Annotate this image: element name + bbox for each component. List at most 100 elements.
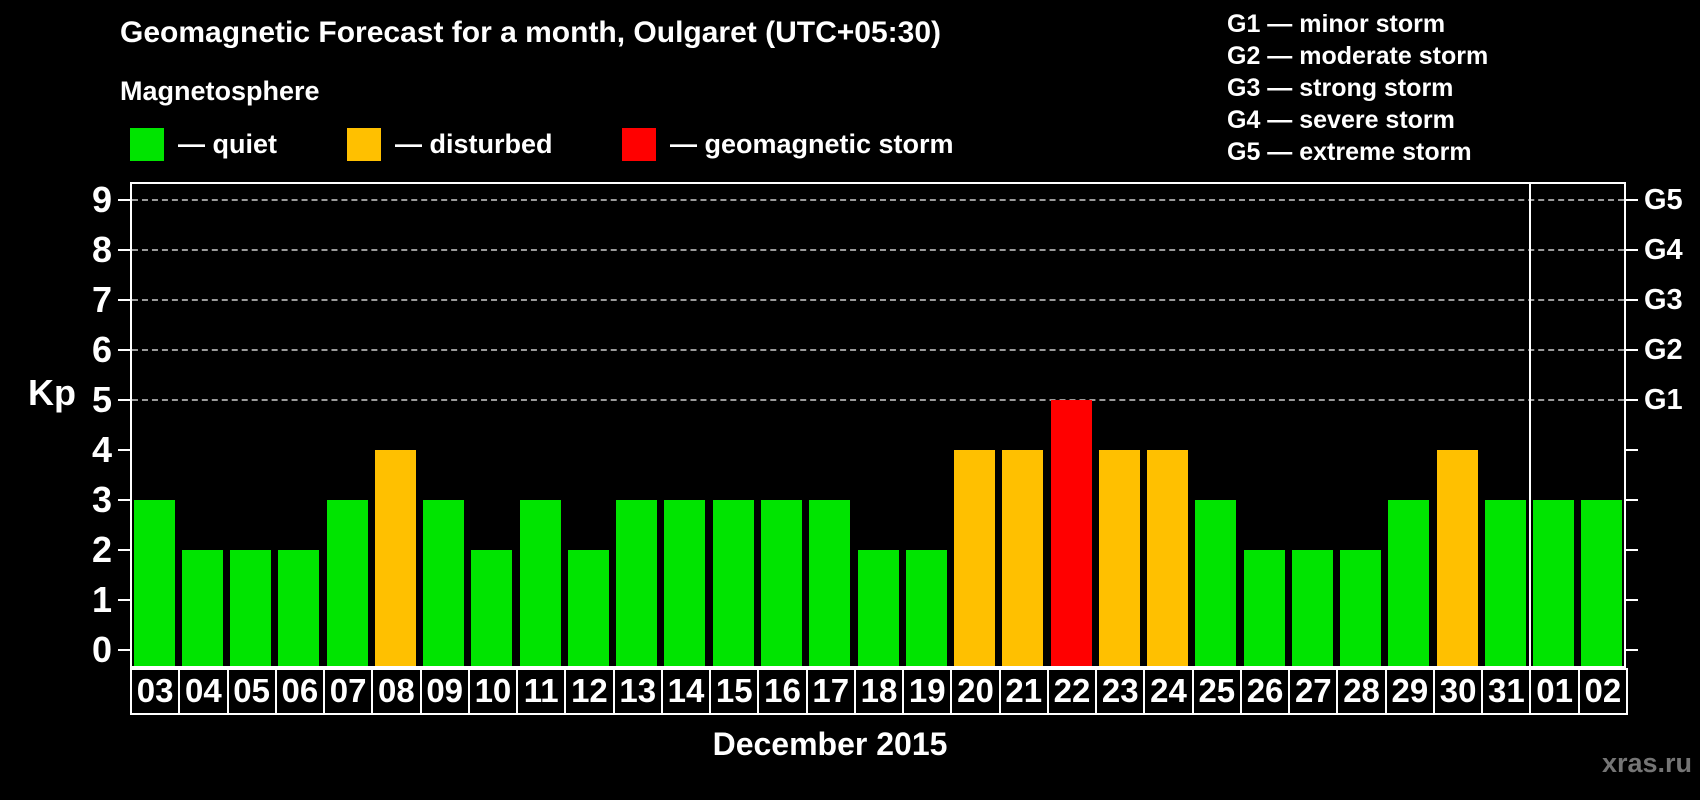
y-axis-label-4: 4	[91, 429, 112, 470]
x-axis-day-label-03: 03	[130, 668, 181, 715]
bar-day-17	[809, 500, 851, 666]
bar-day-12	[567, 550, 609, 666]
bar-day-18	[857, 550, 899, 666]
x-axis-day-label-23: 23	[1095, 668, 1146, 715]
bar-day-25	[1195, 500, 1237, 666]
bar-day-15	[712, 500, 754, 666]
watermark: xras.ru	[1601, 748, 1692, 778]
gridline-kp5	[132, 399, 1624, 401]
bar-day-03	[133, 500, 175, 666]
y-axis-label-1: 1	[91, 579, 112, 620]
x-axis-day-label-26: 26	[1239, 668, 1291, 715]
x-axis-day-label-06: 06	[274, 668, 326, 715]
bar-day-01	[1533, 500, 1575, 666]
y-axis-title: Kp	[28, 372, 76, 413]
legend-item-disturbed: — disturbed	[347, 128, 553, 161]
right-axis-label-g5: G5	[1644, 184, 1683, 216]
bar-day-14	[664, 500, 706, 666]
right-axis-label-g1: G1	[1644, 384, 1683, 416]
bar-day-21	[1002, 450, 1044, 666]
month-separator-line	[1529, 184, 1532, 666]
bar-day-09	[423, 500, 465, 666]
x-axis-day-label-30: 30	[1432, 668, 1484, 715]
y-axis-tick-left-4	[118, 449, 130, 451]
bar-day-04	[181, 550, 223, 666]
y-axis-tick-right-8	[1626, 249, 1638, 251]
y-axis-tick-left-6	[118, 349, 130, 351]
bar-day-16	[760, 500, 802, 666]
g-scale-legend-line: G5 — extreme storm	[1227, 138, 1472, 166]
y-axis-tick-left-3	[118, 499, 130, 501]
y-axis-tick-right-4	[1626, 449, 1638, 451]
bar-day-19	[905, 550, 947, 666]
bar-day-26	[1243, 550, 1285, 666]
gridline-kp6	[132, 349, 1624, 351]
x-axis-day-label-24: 24	[1143, 668, 1194, 715]
x-axis-day-label-29: 29	[1384, 668, 1435, 715]
x-axis-day-label-22: 22	[1046, 668, 1098, 715]
bar-day-27	[1291, 550, 1333, 666]
x-axis-day-label-28: 28	[1336, 668, 1387, 715]
bar-day-08	[374, 450, 416, 666]
g-scale-legend-line: G3 — strong storm	[1227, 74, 1454, 102]
x-axis-day-label-09: 09	[419, 668, 470, 715]
bar-day-11	[519, 500, 561, 666]
y-axis-tick-right-7	[1626, 299, 1638, 301]
y-axis-tick-left-1	[118, 599, 130, 601]
y-axis-tick-left-8	[118, 249, 130, 251]
chart-title: Geomagnetic Forecast for a month, Oulgar…	[120, 16, 942, 49]
y-axis-label-0: 0	[91, 629, 112, 670]
x-axis-day-label-05: 05	[226, 668, 277, 715]
bar-day-24	[1147, 450, 1189, 666]
x-axis-day-label-16: 16	[757, 668, 808, 715]
y-axis-tick-left-7	[118, 299, 130, 301]
g-scale-legend-line: G1 — minor storm	[1227, 10, 1446, 38]
right-axis-label-g4: G4	[1644, 234, 1683, 266]
x-axis-day-label-08: 08	[371, 668, 422, 715]
bar-day-30	[1436, 450, 1478, 666]
bar-day-10	[471, 550, 513, 666]
x-axis-day-label-14: 14	[660, 668, 712, 715]
y-axis-label-5: 5	[91, 379, 112, 420]
plot-area	[130, 182, 1626, 668]
x-axis-day-label-19: 19	[902, 668, 953, 715]
y-axis-tick-left-5	[118, 399, 130, 401]
disturbed-color-swatch	[347, 128, 381, 161]
x-axis-day-label-04: 04	[178, 668, 229, 715]
gridline-kp9	[132, 199, 1624, 201]
y-axis-tick-right-5	[1626, 399, 1638, 401]
legend-item-quiet: — quiet	[130, 128, 277, 161]
x-axis-day-label-18: 18	[853, 668, 905, 715]
y-axis-tick-right-3	[1626, 499, 1638, 501]
y-axis-tick-left-0	[118, 649, 130, 651]
legend-item-storm: — geomagnetic storm	[622, 128, 954, 161]
y-axis-tick-right-1	[1626, 599, 1638, 601]
y-axis-label-3: 3	[91, 479, 112, 520]
x-axis-day-label-20: 20	[950, 668, 1001, 715]
magnetosphere-legend-title: Magnetosphere	[120, 76, 320, 106]
right-axis-label-g3: G3	[1644, 284, 1683, 316]
legend-item-quiet-label: — quiet	[178, 129, 277, 159]
x-axis-day-label-31: 31	[1481, 668, 1532, 715]
y-axis-tick-right-2	[1626, 549, 1638, 551]
bar-day-13	[616, 500, 658, 666]
y-axis-tick-left-9	[118, 199, 130, 201]
x-axis-day-label-13: 13	[612, 668, 663, 715]
x-axis-day-label-01: 01	[1529, 668, 1580, 715]
x-axis-day-label-07: 07	[323, 668, 374, 715]
gridline-kp8	[132, 249, 1624, 251]
x-axis-day-label-17: 17	[805, 668, 856, 715]
g-scale-legend-line: G4 — severe storm	[1227, 106, 1455, 134]
bar-day-05	[230, 550, 272, 666]
right-axis-label-g2: G2	[1644, 334, 1683, 366]
x-axis-day-label-10: 10	[467, 668, 519, 715]
x-axis-day-label-27: 27	[1288, 668, 1339, 715]
y-axis-tick-right-6	[1626, 349, 1638, 351]
x-axis-day-label-02: 02	[1577, 668, 1628, 715]
y-axis-tick-right-9	[1626, 199, 1638, 201]
bar-day-28	[1340, 550, 1382, 666]
bar-day-20	[954, 450, 996, 666]
bar-day-31	[1484, 500, 1526, 666]
storm-color-swatch	[622, 128, 656, 161]
